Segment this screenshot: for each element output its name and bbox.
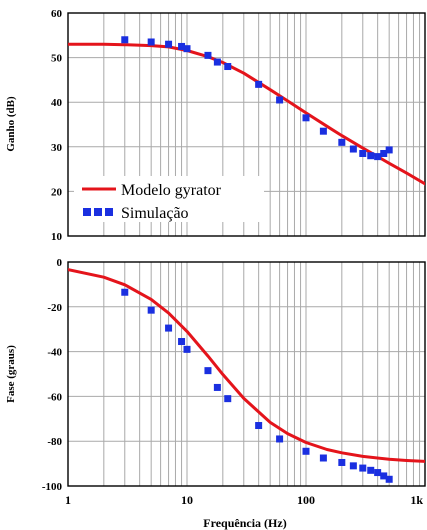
simulation-point	[224, 63, 232, 71]
simulation-point	[319, 454, 327, 462]
simulation-point	[319, 127, 327, 135]
simulation-point	[374, 153, 382, 161]
y-tick-label: -80	[47, 436, 62, 448]
legend-label-model: Modelo gyrator	[121, 182, 222, 199]
simulation-point	[165, 324, 173, 332]
simulation-point	[349, 462, 357, 470]
simulation-point	[213, 58, 221, 66]
phase-panel: -100 -80 -60 -40 -20 0 Fase (graus) 1 10 100 1k	[5, 257, 426, 507]
y-tick-label: -100	[42, 481, 63, 493]
x-tick-label: 100	[297, 493, 315, 507]
simulation-point	[178, 42, 186, 50]
y-tick-label: 10	[51, 231, 63, 243]
simulation-point	[385, 475, 393, 483]
legend-marker	[94, 208, 102, 216]
model-curve	[68, 268, 425, 463]
y-tick-label: 30	[51, 142, 63, 154]
y-tick-label: -20	[47, 302, 62, 314]
simulation-point	[147, 306, 155, 314]
simulation-point	[165, 40, 173, 48]
simulation-point	[338, 458, 346, 466]
simulation-point	[385, 146, 393, 154]
simulation-point	[121, 288, 129, 296]
plot-area	[53, 36, 425, 186]
simulation-point	[349, 145, 357, 153]
y-tick-label: -60	[47, 391, 62, 403]
simulation-point	[380, 472, 388, 480]
x-tick-label: 10	[181, 493, 193, 507]
y-tick-label: 50	[51, 53, 63, 65]
simulation-point	[204, 51, 212, 59]
simulation-point	[338, 138, 346, 146]
simulation-point	[359, 464, 367, 472]
simulation-point	[255, 422, 263, 430]
simulation-point	[374, 469, 382, 477]
plot-frame	[67, 12, 426, 237]
plot-frame	[67, 261, 426, 487]
simulation-point	[213, 383, 221, 391]
y-tick-label: -40	[47, 347, 62, 359]
simulation-point	[302, 447, 310, 455]
y-tick-label: 0	[57, 257, 63, 269]
simulation-point	[255, 80, 263, 88]
simulation-point	[53, 36, 60, 43]
legend-marker-swatch	[83, 208, 113, 216]
gain-panel: 10 20 30 40 50 60 Ganho (dB)	[5, 8, 426, 243]
legend-marker	[105, 208, 113, 216]
simulation-point	[359, 149, 367, 157]
x-tick-label: 1k	[410, 493, 423, 507]
legend: Modelo gyrator Simulação	[74, 176, 264, 222]
simulation-point	[178, 338, 186, 346]
y-tick-label: 20	[51, 186, 63, 198]
simulation-point	[276, 435, 284, 443]
legend-label-simulation: Simulação	[121, 205, 189, 222]
simulation-point	[367, 152, 375, 160]
x-axis-label: Frequência (Hz)	[203, 516, 286, 530]
simulation-point	[367, 466, 375, 474]
simulation-point	[224, 395, 232, 403]
simulation-point	[380, 149, 388, 157]
plot-area	[68, 268, 425, 483]
x-tick-label: 1	[65, 493, 71, 507]
simulation-point	[121, 36, 129, 44]
y-tick-label: 40	[51, 97, 63, 109]
simulation-point	[276, 96, 284, 104]
y-axis-label: Fase (graus)	[5, 345, 17, 403]
simulation-point	[183, 345, 191, 353]
simulation-point	[183, 45, 191, 53]
model-curve	[68, 42, 425, 186]
simulation-point	[204, 367, 212, 375]
y-tick-label: 60	[51, 8, 63, 20]
y-axis-label: Ganho (dB)	[5, 96, 17, 152]
simulation-point	[302, 114, 310, 122]
simulation-point	[147, 38, 155, 46]
legend-marker	[83, 208, 91, 216]
